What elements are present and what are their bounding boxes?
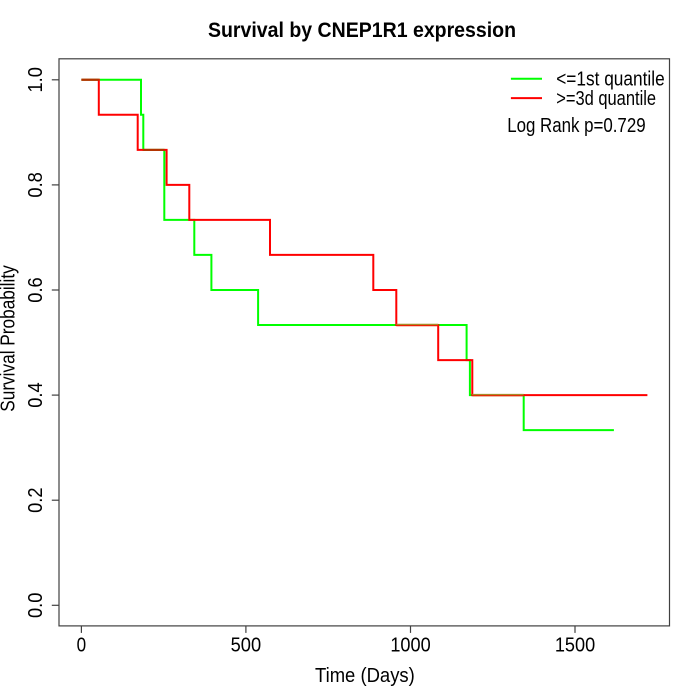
svg-text:Survival Probability: Survival Probability — [0, 265, 20, 412]
svg-text:<=1st quantile: <=1st quantile — [556, 69, 665, 91]
svg-text:0.4: 0.4 — [25, 382, 47, 407]
svg-text:1500: 1500 — [555, 635, 595, 657]
svg-text:0.0: 0.0 — [25, 593, 47, 618]
svg-text:500: 500 — [231, 635, 262, 657]
svg-text:0.2: 0.2 — [25, 488, 47, 513]
svg-text:1000: 1000 — [390, 635, 430, 657]
svg-text:Log Rank p=0.729: Log Rank p=0.729 — [507, 115, 645, 137]
svg-text:>=3d quantile: >=3d quantile — [556, 88, 656, 110]
svg-text:1.0: 1.0 — [25, 67, 47, 92]
svg-text:0: 0 — [77, 635, 87, 657]
svg-text:Survival by CNEP1R1 expression: Survival by CNEP1R1 expression — [208, 19, 516, 42]
svg-text:Time (Days): Time (Days) — [315, 665, 415, 687]
svg-text:0.6: 0.6 — [25, 277, 47, 302]
svg-text:0.8: 0.8 — [25, 172, 47, 197]
